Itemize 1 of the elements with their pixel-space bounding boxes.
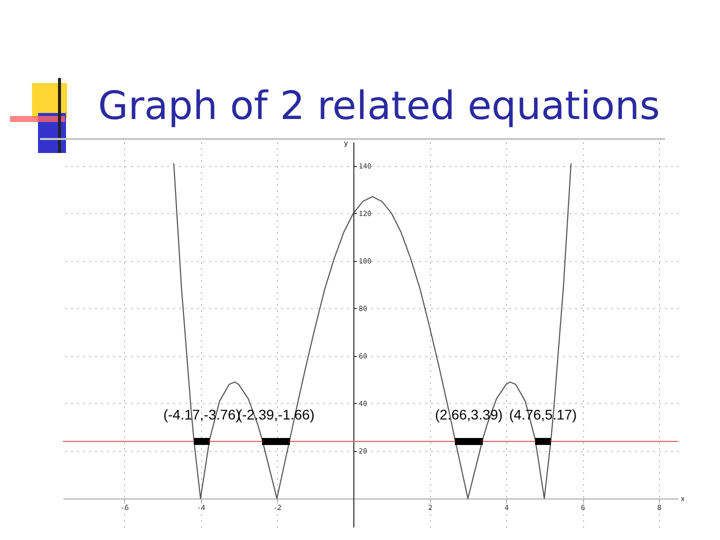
chart-title: Graph of 2 related equations (98, 84, 660, 129)
